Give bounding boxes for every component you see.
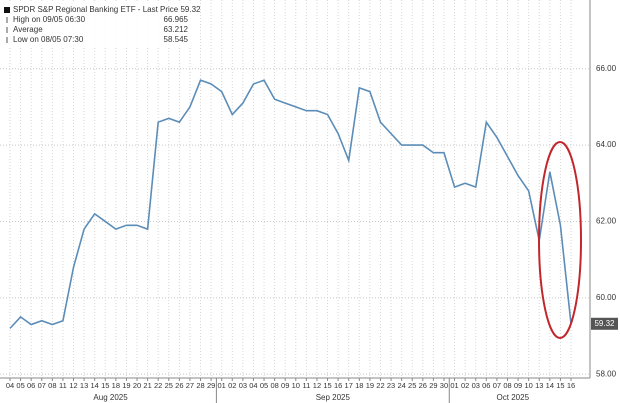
legend-box: [2, 2, 192, 48]
x-tick-label: 02: [228, 381, 236, 390]
x-tick-label: 20: [133, 381, 141, 390]
legend-stat-label: Average: [13, 25, 43, 34]
x-tick-label: 03: [239, 381, 247, 390]
x-tick-label: 26: [419, 381, 427, 390]
legend-stat-value: 66.965: [164, 15, 189, 24]
y-tick-label: 66.00: [596, 64, 617, 73]
x-tick-label: 19: [366, 381, 374, 390]
x-tick-label: 10: [292, 381, 300, 390]
y-tick-label: 62.00: [596, 217, 617, 226]
y-tick-label: 64.00: [596, 140, 617, 149]
x-tick-label: 28: [196, 381, 204, 390]
x-tick-label: 18: [112, 381, 120, 390]
month-label: Oct 2025: [497, 393, 530, 402]
x-tick-label: 07: [38, 381, 46, 390]
x-tick-label: 24: [397, 381, 405, 390]
x-tick-label: 19: [122, 381, 130, 390]
x-tick-label: 13: [535, 381, 543, 390]
x-tick-label: 15: [323, 381, 331, 390]
highlight-ellipse: [538, 141, 582, 339]
legend-swatch: [4, 7, 10, 13]
x-tick-label: 03: [472, 381, 480, 390]
x-tick-label: 21: [143, 381, 151, 390]
x-tick-label: 11: [59, 381, 67, 390]
x-tick-label: 04: [6, 381, 14, 390]
x-tick-label: 04: [249, 381, 257, 390]
plot: 59.32: [9, 79, 618, 330]
x-tick-label: 06: [482, 381, 490, 390]
legend-stat-value: 58.545: [164, 35, 189, 44]
x-tick-label: 10: [524, 381, 532, 390]
legend-stat-value: 63.212: [164, 25, 189, 34]
x-tick-label: 15: [556, 381, 564, 390]
x-tick-label: 14: [91, 381, 99, 390]
x-tick-label: 29: [207, 381, 215, 390]
x-tick-label: 09: [281, 381, 289, 390]
x-tick-label: 08: [48, 381, 56, 390]
x-tick-label: 08: [270, 381, 278, 390]
last-price-box: [591, 317, 618, 330]
x-tick-label: 15: [101, 381, 109, 390]
month-label: Aug 2025: [93, 393, 128, 402]
x-tick-label: 16: [567, 381, 575, 390]
legend-label: SPDR S&P Regional Banking ETF - Last Pri…: [13, 5, 201, 14]
price-line: [9, 79, 572, 329]
x-tick-label: 08: [503, 381, 511, 390]
x-tick-label: 26: [175, 381, 183, 390]
x-tick-label: 23: [387, 381, 395, 390]
x-tick-label: 25: [408, 381, 416, 390]
x-tick-label: 07: [493, 381, 501, 390]
last-price-label: 59.32: [594, 319, 615, 328]
x-tick-label: 16: [334, 381, 342, 390]
month-label: Sep 2025: [316, 393, 351, 402]
x-tick-label: 30: [440, 381, 448, 390]
legend: SPDR S&P Regional Banking ETF - Last Pri…: [2, 2, 201, 48]
legend-stat-label: High on 09/05 06:30: [13, 15, 86, 24]
x-tick-label: 01: [450, 381, 458, 390]
x-tick-label: 02: [461, 381, 469, 390]
x-tick-label: 17: [345, 381, 353, 390]
x-tick-label: 12: [69, 381, 77, 390]
y-tick-label: 60.00: [596, 293, 617, 302]
x-tick-label: 27: [186, 381, 194, 390]
x-tick-label: 22: [376, 381, 384, 390]
x-tick-label: 29: [429, 381, 437, 390]
x-tick-label: 13: [80, 381, 88, 390]
x-tick-label: 01: [218, 381, 226, 390]
x-tick-label: 11: [302, 381, 310, 390]
x-tick-label: 14: [546, 381, 554, 390]
x-tick-label: 06: [27, 381, 35, 390]
x-tick-label: 05: [16, 381, 24, 390]
y-tick-label: 58.00: [596, 369, 617, 378]
x-tick-label: 25: [165, 381, 173, 390]
x-tick-label: 12: [313, 381, 321, 390]
legend-stat-label: Low on 08/05 07:30: [13, 35, 84, 44]
x-tick-label: 22: [154, 381, 162, 390]
x-tick-label: 09: [514, 381, 522, 390]
x-tick-label: 05: [260, 381, 268, 390]
x-tick-label: 18: [355, 381, 363, 390]
